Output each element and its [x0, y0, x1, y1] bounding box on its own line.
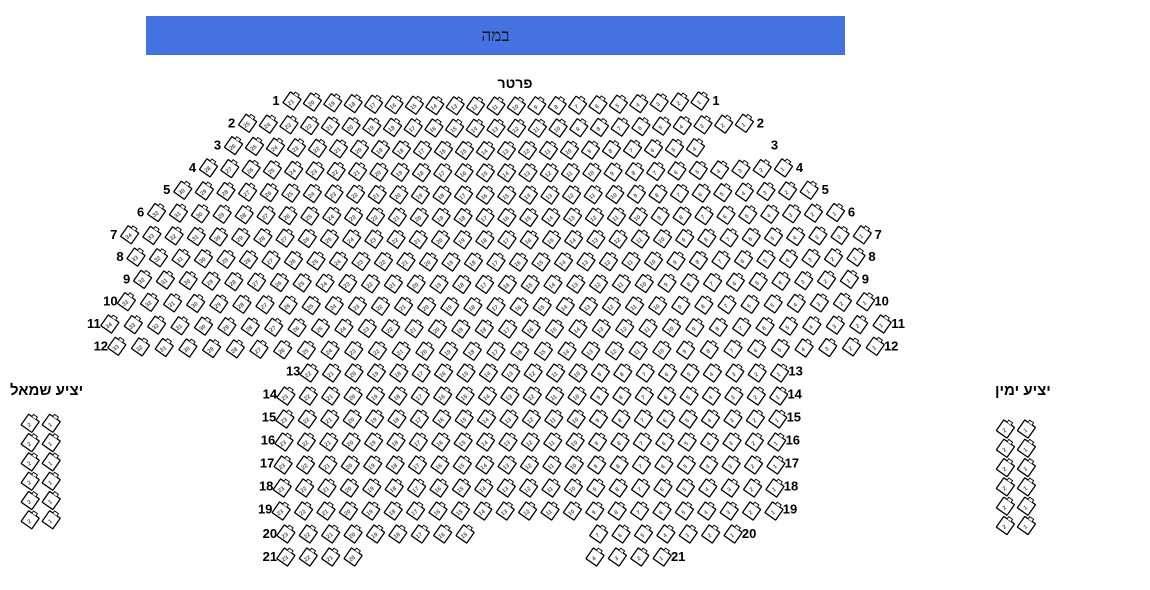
svg-text:10: 10	[103, 294, 117, 309]
svg-text:11: 11	[891, 316, 905, 331]
svg-text:9: 9	[862, 271, 869, 286]
svg-text:17: 17	[260, 456, 274, 471]
svg-text:20: 20	[263, 526, 277, 541]
svg-text:15: 15	[787, 410, 801, 425]
svg-text:13: 13	[286, 364, 300, 379]
svg-text:21: 21	[671, 549, 685, 564]
svg-text:12: 12	[94, 338, 108, 353]
svg-text:6: 6	[848, 205, 855, 220]
svg-text:2: 2	[228, 115, 235, 130]
svg-text:18: 18	[784, 479, 798, 494]
svg-text:21: 21	[263, 549, 277, 564]
svg-text:9: 9	[123, 271, 130, 286]
svg-text:10: 10	[874, 294, 888, 309]
svg-text:2: 2	[757, 115, 764, 130]
svg-text:8: 8	[116, 249, 123, 264]
svg-text:8: 8	[868, 249, 875, 264]
svg-text:12: 12	[884, 338, 898, 353]
svg-text:3: 3	[771, 138, 778, 153]
svg-text:16: 16	[261, 433, 275, 448]
svg-text:7: 7	[110, 227, 117, 242]
svg-text:13: 13	[788, 364, 802, 379]
svg-text:7: 7	[875, 227, 882, 242]
svg-text:4: 4	[189, 160, 197, 175]
svg-text:20: 20	[742, 526, 756, 541]
svg-text:5: 5	[163, 182, 170, 197]
svg-text:19: 19	[783, 502, 797, 517]
svg-text:5: 5	[822, 182, 829, 197]
svg-text:1: 1	[712, 93, 719, 108]
svg-text:3: 3	[214, 138, 221, 153]
svg-text:4: 4	[796, 160, 804, 175]
svg-text:19: 19	[258, 502, 272, 517]
svg-text:18: 18	[259, 479, 273, 494]
svg-text:11: 11	[87, 316, 101, 331]
svg-text:6: 6	[137, 205, 144, 220]
svg-text:17: 17	[785, 456, 799, 471]
svg-text:14: 14	[787, 387, 802, 402]
svg-text:16: 16	[786, 433, 800, 448]
svg-text:14: 14	[263, 387, 278, 402]
svg-text:1: 1	[272, 93, 279, 108]
svg-text:15: 15	[262, 410, 276, 425]
